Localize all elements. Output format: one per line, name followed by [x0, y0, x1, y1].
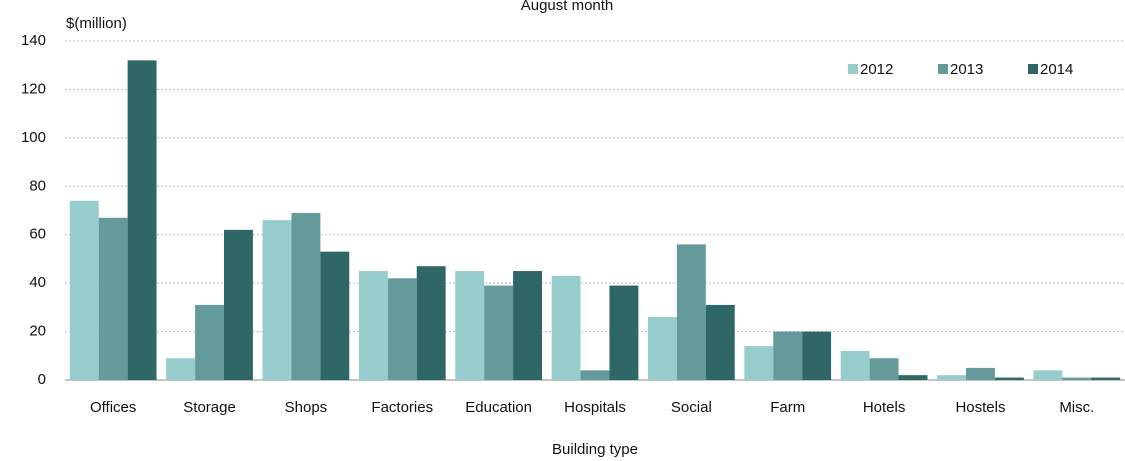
y-tick-label: 20 — [29, 323, 46, 340]
y-tick-label: 80 — [29, 177, 46, 194]
x-tick-label: Shops — [285, 399, 328, 416]
bar — [648, 317, 677, 380]
bar — [195, 304, 224, 380]
bar — [127, 60, 157, 380]
x-tick-label: Hostels — [955, 399, 1005, 416]
y-tick-label: 60 — [29, 226, 46, 243]
bar — [705, 304, 735, 380]
legend-label: 2012 — [860, 61, 893, 78]
bar — [387, 278, 417, 380]
x-tick-label: Social — [671, 399, 712, 416]
bar — [98, 217, 128, 380]
x-tick-label: Education — [465, 399, 532, 416]
legend-swatch — [848, 64, 858, 74]
x-axis-label: Building type — [552, 441, 638, 458]
bar — [320, 251, 350, 380]
legend-label: 2013 — [950, 61, 983, 78]
bar — [262, 220, 292, 380]
bar — [580, 370, 610, 380]
bar — [1091, 377, 1121, 380]
bar — [484, 285, 514, 380]
y-tick-label: 40 — [29, 274, 46, 291]
x-tick-label: Hospitals — [564, 399, 626, 416]
bar — [773, 331, 803, 380]
bar — [994, 377, 1024, 380]
chart-title: August month — [521, 0, 614, 14]
bar — [609, 285, 639, 380]
bar — [676, 244, 706, 380]
bar — [1033, 370, 1063, 380]
x-tick-label: Offices — [90, 399, 136, 416]
bar — [69, 200, 99, 380]
bar — [898, 375, 928, 380]
y-tick-label: 120 — [21, 80, 46, 97]
bar — [358, 271, 388, 380]
bar — [166, 358, 196, 380]
x-tick-label: Factories — [371, 399, 433, 416]
y-axis-label: $(million) — [66, 15, 127, 32]
bar — [802, 331, 832, 380]
x-tick-label: Hotels — [863, 399, 906, 416]
y-tick-label: 140 — [21, 32, 46, 49]
bar — [1062, 377, 1092, 380]
x-tick-label: Storage — [183, 399, 236, 416]
bar — [869, 358, 899, 380]
legend-swatch — [1028, 64, 1038, 74]
bar — [224, 229, 253, 380]
x-tick-label: Misc. — [1059, 399, 1094, 416]
bar — [416, 266, 446, 380]
y-tick-label: 100 — [21, 129, 46, 146]
bar — [455, 271, 485, 380]
bar — [551, 275, 581, 380]
x-tick-label: Farm — [770, 399, 805, 416]
bar — [840, 350, 870, 380]
bar — [966, 367, 995, 380]
legend-label: 2014 — [1040, 61, 1073, 78]
legend-swatch — [938, 64, 948, 74]
y-tick-label: 0 — [38, 371, 46, 388]
bar — [291, 212, 321, 380]
bar — [937, 375, 966, 380]
bar — [744, 346, 774, 380]
bar — [513, 271, 542, 380]
